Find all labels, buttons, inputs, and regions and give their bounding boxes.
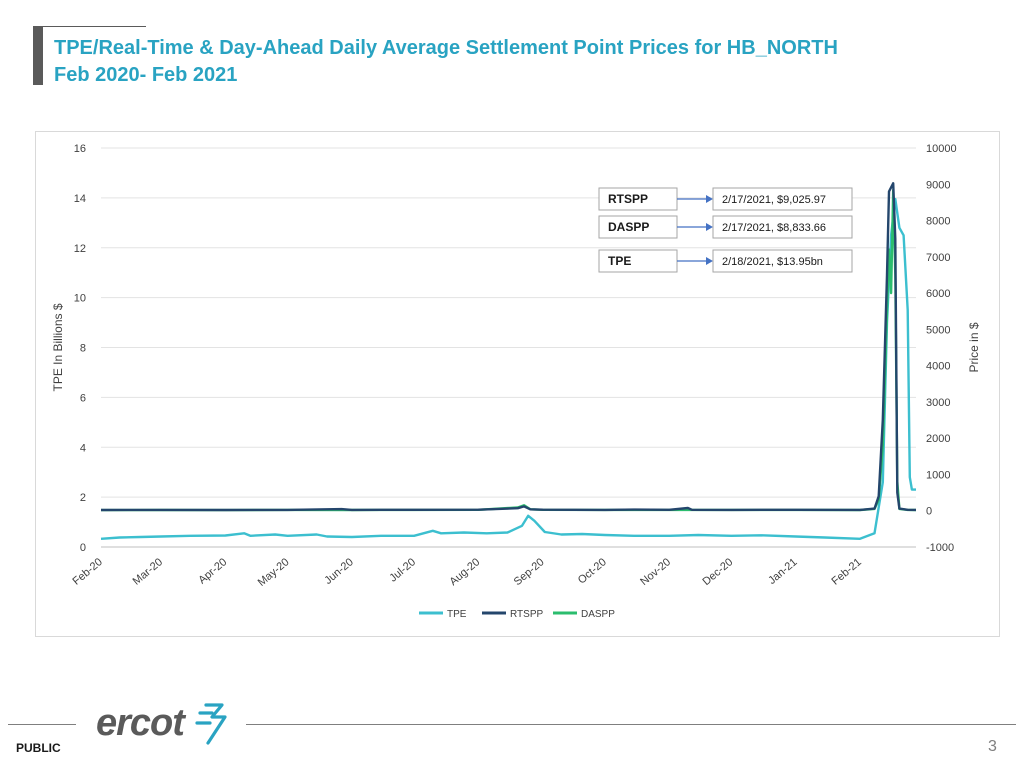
annotation-value: 2/18/2021, $13.95bn [722,256,823,268]
x-tick-label: May-20 [256,556,292,589]
legend-label: TPE [447,609,467,620]
annotation-label: DASPP [608,220,649,234]
y-right-tick-label: 3000 [926,397,950,409]
lightning-icon [195,703,227,745]
y-right-tick-label: 2000 [926,433,950,445]
x-tick-label: Feb-20 [71,556,105,588]
y-right-axis-title: Price in $ [967,322,981,372]
logo-wordmark: ercot [96,702,186,744]
y-right-tick-label: -1000 [926,542,954,554]
slide-title-line1: TPE/Real-Time & Day-Ahead Daily Average … [54,37,838,59]
y-left-tick-label: 14 [74,193,86,205]
series-line-rtspp [100,182,917,512]
x-tick-label: Nov-20 [638,556,673,588]
y-left-axis-title: TPE In Billions $ [51,303,65,391]
annotation-value-box [712,215,853,239]
chart-container: 0 2 4 6 8 10 12 14 16 -1000 0 1000 2000 3000 4000 5000 6… [35,131,1000,637]
legend-label: RTSPP [510,609,543,620]
annotation-arrow-icon [706,257,713,265]
title-accent-rule [43,26,146,27]
y-right-tick-label: 7000 [926,252,950,264]
y-left-tick-label: 16 [74,143,86,155]
y-left-tick-label: 0 [80,542,86,554]
footer-divider-right [246,724,1016,725]
x-tick-label: Jul-20 [387,556,418,584]
y-right-tick-label: 10000 [926,143,957,155]
annotation-label: TPE [608,254,631,268]
annotation-label: RTSPP [608,192,648,206]
y-right-tick-label: 4000 [926,361,950,373]
annotation-value: 2/17/2021, $8,833.66 [722,222,826,234]
x-tick-label: Feb-21 [830,556,864,588]
annotation-value-box [712,187,853,211]
price-chart: 0 2 4 6 8 10 12 14 16 -1000 0 1000 2000 3000 4000 5000 6… [51,143,981,620]
annotation-arrow-icon [706,223,713,231]
y-right-tick-label: 8000 [926,216,950,228]
y-left-tick-label: 12 [74,243,86,255]
y-right-tick-label: 1000 [926,469,950,481]
y-right-tick-label: 9000 [926,179,950,191]
y-left-tick-label: 2 [80,492,86,504]
x-tick-label: Aug-20 [447,556,482,588]
x-tick-label: Jan-21 [766,556,799,587]
annotation-value-box [712,249,853,273]
x-tick-label: Jun-20 [322,556,355,587]
x-tick-label: Oct-20 [576,556,609,586]
x-tick-label: Mar-20 [131,556,165,588]
title-accent-bar [33,26,43,85]
y-left-tick-label: 8 [80,343,86,355]
y-left-tick-label: 10 [74,293,86,305]
y-right-tick-label: 5000 [926,324,950,336]
y-left-tick-label: 4 [80,442,86,454]
legend-label: DASPP [581,609,615,620]
annotation-arrow-icon [706,195,713,203]
y-right-tick-label: 6000 [926,288,950,300]
x-tick-label: Sep-20 [512,556,547,588]
x-tick-label: Dec-20 [700,556,735,588]
slide-title: TPE/Real-Time & Day-Ahead Daily Average … [54,35,838,89]
x-tick-label: Apr-20 [196,556,229,586]
page-number: 3 [988,738,997,755]
annotation-value: 2/17/2021, $9,025.97 [722,194,826,206]
y-right-tick-label: 0 [926,506,932,518]
y-left-tick-label: 6 [80,392,86,404]
footer-divider-left [8,724,76,725]
ercot-logo: ercot [96,702,227,745]
footer-classification: PUBLIC [16,741,61,755]
slide-title-line2: Feb 2020- Feb 2021 [54,64,238,86]
